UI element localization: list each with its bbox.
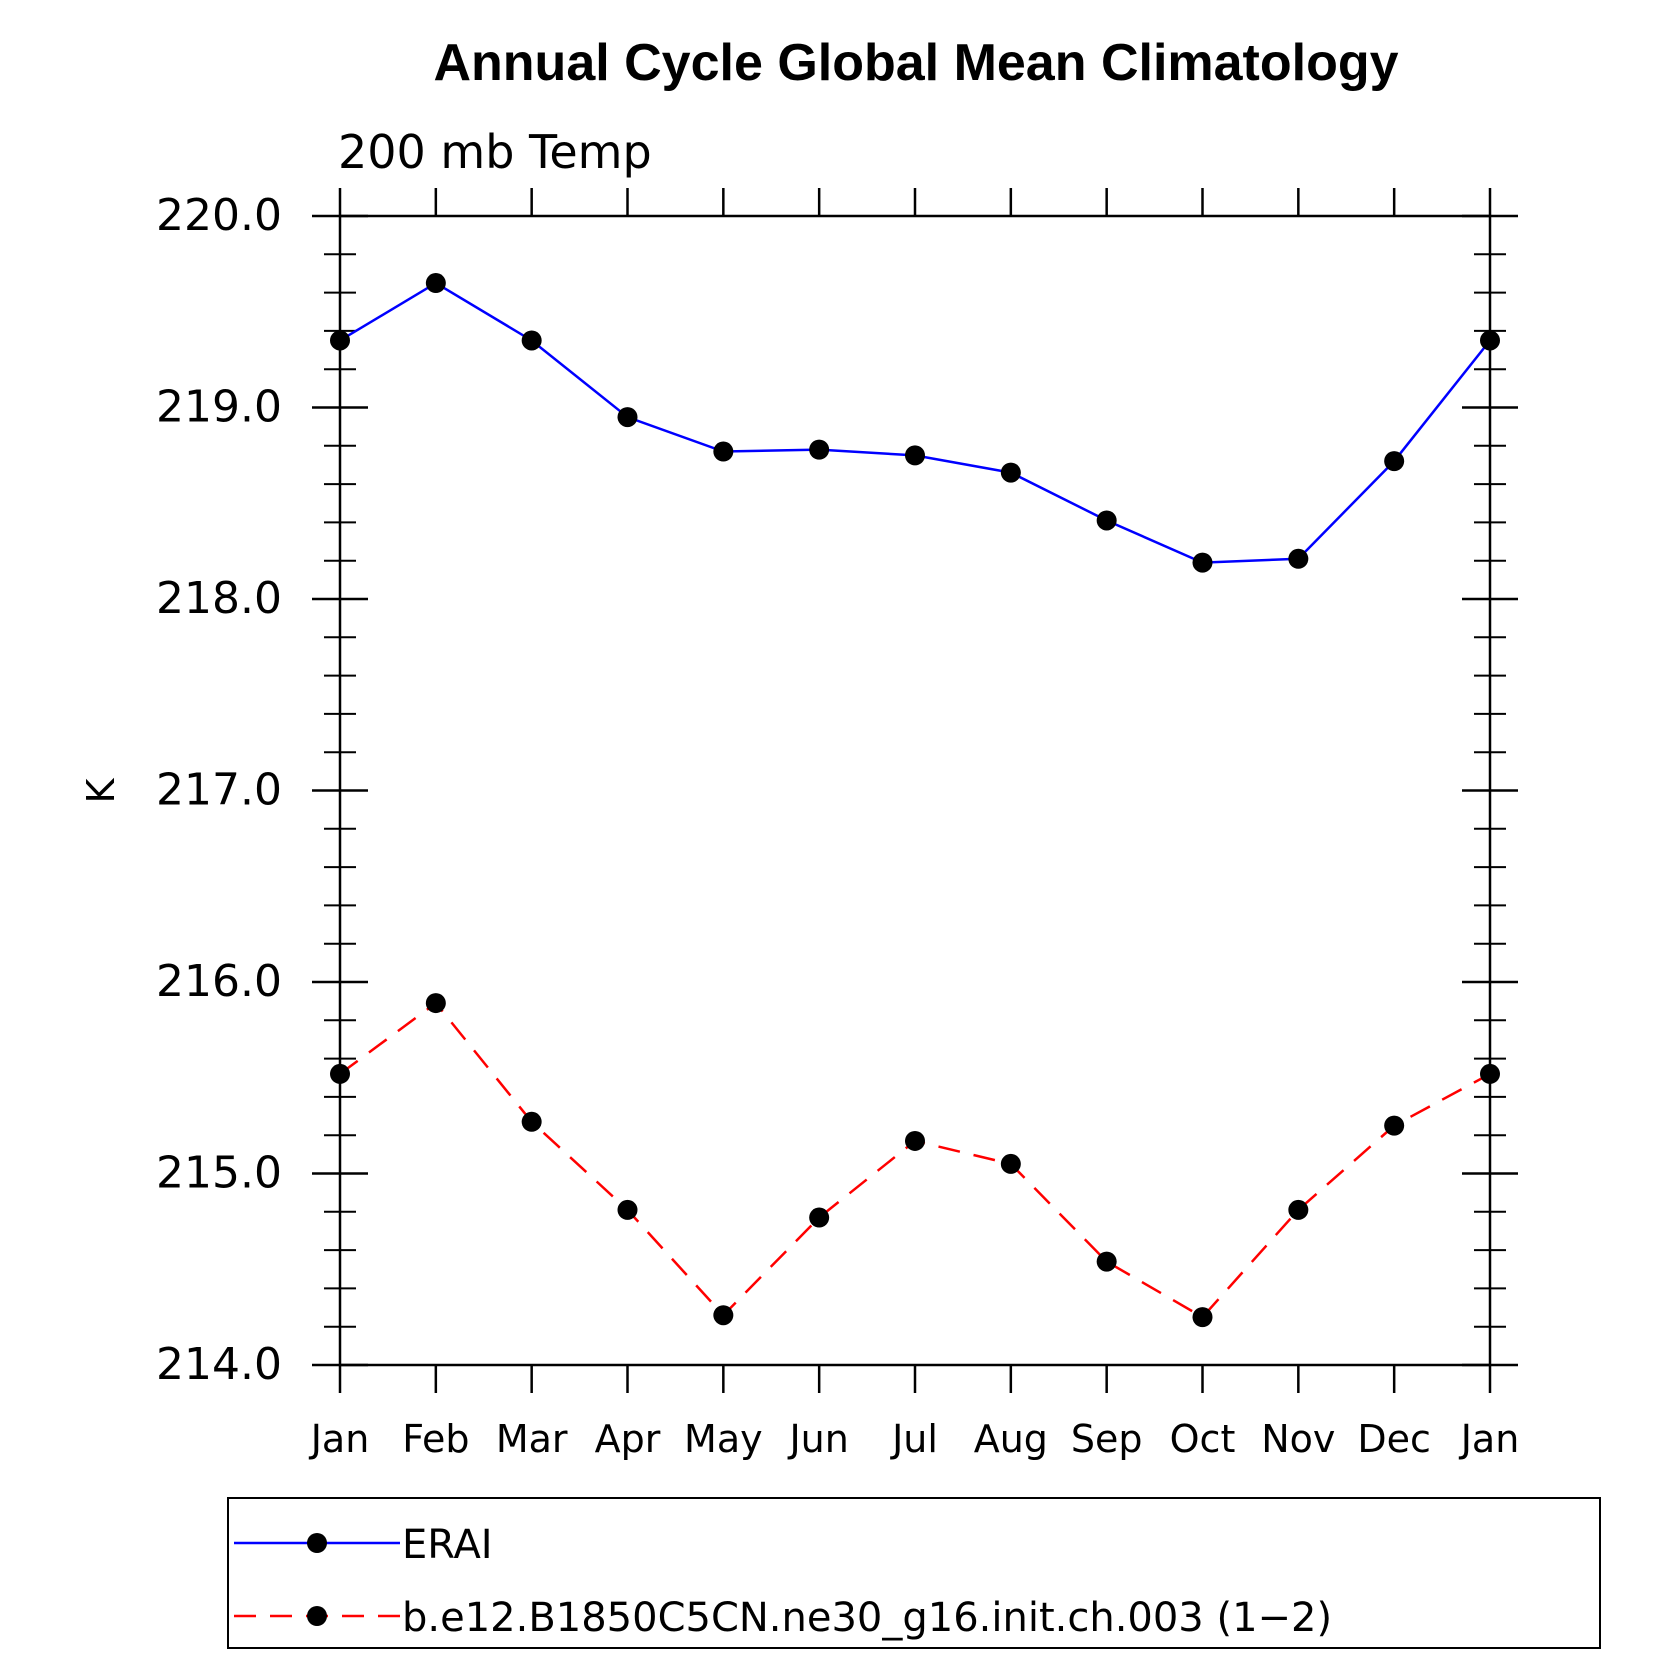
x-tick-label: Nov [1261,1417,1335,1461]
y-tick-label: 215.0 [156,1148,282,1199]
y-tick-label: 220.0 [156,190,282,241]
legend-box [227,1497,1601,1649]
data-point [1000,462,1021,483]
data-point [1384,451,1405,472]
data-point [905,445,925,466]
data-point [521,330,542,351]
data-point [809,439,830,460]
x-axis: Jan Feb Mar Apr May Jun Jul Aug Sep Oct Nov Dec Jan [309,188,1520,1461]
data-point [1288,1199,1309,1220]
data-point [713,1305,734,1326]
legend-label: ERAI [402,1522,493,1568]
plot-area [338,214,1492,1367]
x-tick-label: Jan [1459,1417,1520,1461]
series-line-1 [339,1001,1491,1319]
y-tick-label: 219.0 [156,382,282,433]
chart-title: Annual Cycle Global Mean Climatology [433,34,1398,92]
x-tick-label: Jul [890,1417,938,1461]
x-tick-label: Jan [309,1417,370,1461]
y-tick-label: 218.0 [156,573,282,624]
data-point [905,1130,925,1151]
data-point [330,330,350,351]
data-point [425,273,446,294]
data-point [1096,510,1117,531]
data-point [713,441,734,462]
x-tick-label: Oct [1170,1417,1236,1461]
legend-marker [307,1606,327,1626]
data-point [809,1207,830,1228]
legend-label: b.e12.B1850C5CN.ne30_g16.init.ch.003 (1−… [402,1595,1332,1641]
series-line-0 [339,281,1491,564]
data-point [1480,330,1500,351]
y-axis: 214.0 215.0 216.0 217.0 218.0 219.0 220.0 [156,190,1518,1390]
x-tick-label: Mar [496,1417,568,1461]
data-point [1288,548,1309,569]
x-tick-label: Aug [974,1417,1048,1461]
data-point [617,407,638,428]
x-tick-label: May [684,1417,763,1461]
data-point [1192,552,1213,573]
x-tick-label: Jun [787,1417,848,1461]
x-tick-label: Sep [1071,1417,1143,1461]
legend-marker [307,1533,327,1553]
y-tick-label: 216.0 [156,956,282,1007]
data-point [1384,1115,1405,1136]
data-point [1096,1251,1117,1272]
plot-border [338,214,1492,1367]
x-tick-label: Apr [595,1417,661,1461]
data-point [330,1063,350,1084]
data-point [1480,1063,1500,1084]
data-point [1192,1307,1213,1328]
data-point [521,1111,542,1132]
data-point [425,993,446,1014]
x-tick-label: Feb [402,1417,469,1461]
y-tick-label: 214.0 [156,1339,282,1390]
y-tick-label: 217.0 [156,765,282,816]
series-layer [330,273,1500,1328]
data-point [617,1199,638,1220]
data-point [1000,1153,1021,1174]
chart-subtitle: 200 mb Temp [338,125,652,179]
legend: ERAI b.e12.B1850C5CN.ne30_g16.init.ch.003… [227,1497,1601,1649]
x-tick-label: Dec [1357,1417,1431,1461]
y-axis-label: K [79,777,123,803]
